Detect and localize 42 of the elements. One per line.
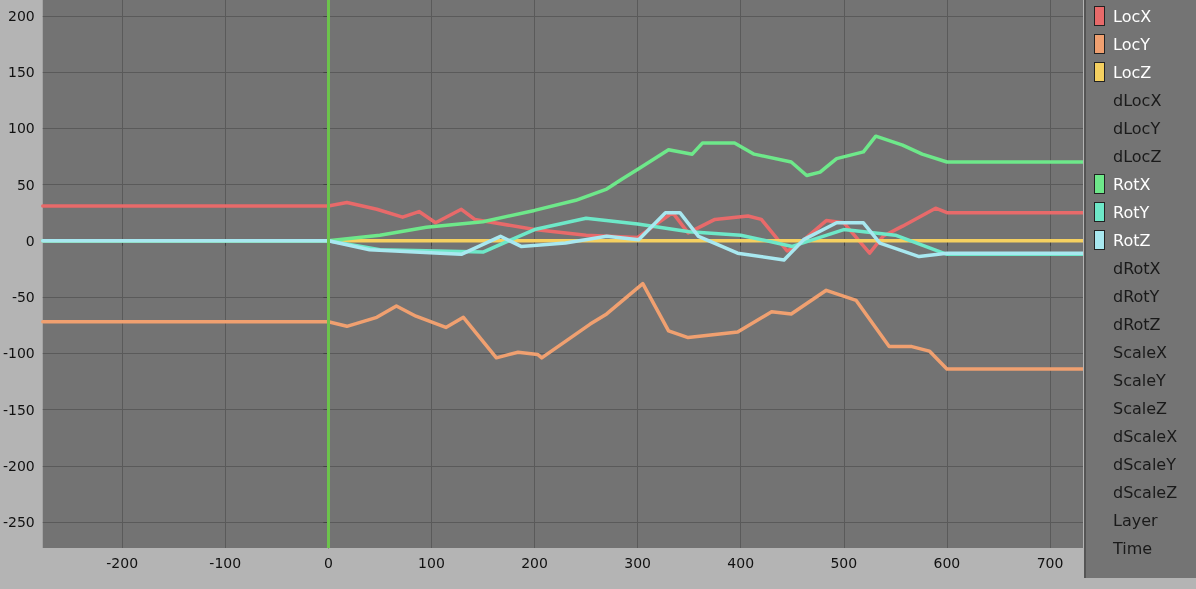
text: dScaleY [1113, 454, 1176, 474]
text: dRotZ [1113, 314, 1161, 334]
text: dLocZ [1113, 146, 1162, 166]
legend-label: LocZ [1113, 62, 1152, 82]
y-tick-label: 50 [16, 176, 35, 193]
y-tick-label: -50 [11, 289, 35, 306]
line-series [41, 281, 1083, 371]
text: dLocX [1113, 90, 1162, 110]
text: Layer [1113, 510, 1158, 530]
text: Time [1113, 538, 1153, 558]
x-tick-label: 0 [323, 555, 333, 571]
x-tick-label: -100 [209, 555, 242, 571]
x-tick-label: 700 [1036, 555, 1064, 571]
y-tick-label: -100 [2, 345, 35, 362]
x-tick-label: 400 [727, 555, 755, 571]
y-tick-label: 150 [8, 64, 35, 81]
text: dLocY [1113, 118, 1161, 138]
text: dRotX [1113, 258, 1161, 278]
text: dScaleZ [1113, 482, 1178, 502]
legend-label: RotZ [1113, 230, 1151, 250]
y-tick-label: -250 [2, 514, 35, 531]
y-tick-label: -150 [2, 401, 35, 418]
text: dScaleX [1113, 426, 1178, 446]
y-tick-label: 200 [8, 7, 35, 24]
x-tick-label: 300 [624, 555, 651, 571]
legend-label: RotY [1113, 202, 1150, 222]
text: ScaleY [1113, 370, 1166, 390]
line-series [41, 210, 1083, 262]
text: ScaleZ [1113, 398, 1168, 418]
x-tick-label: 200 [521, 555, 548, 571]
legend-label: RotX [1113, 174, 1151, 194]
x-tick-label: 500 [830, 555, 858, 571]
x-tick-label: -200 [106, 555, 139, 571]
x-tick-label: 600 [933, 555, 961, 571]
x-tick-label: 100 [418, 555, 445, 571]
text: ScaleX [1113, 342, 1168, 362]
y-tick-label: -200 [2, 457, 35, 474]
legend-label: LocX [1113, 6, 1152, 26]
y-tick-label: 100 [8, 120, 35, 137]
y-tick-label: 0 [25, 232, 35, 249]
legend-label: LocY [1113, 34, 1150, 54]
text: dRotY [1113, 286, 1160, 306]
